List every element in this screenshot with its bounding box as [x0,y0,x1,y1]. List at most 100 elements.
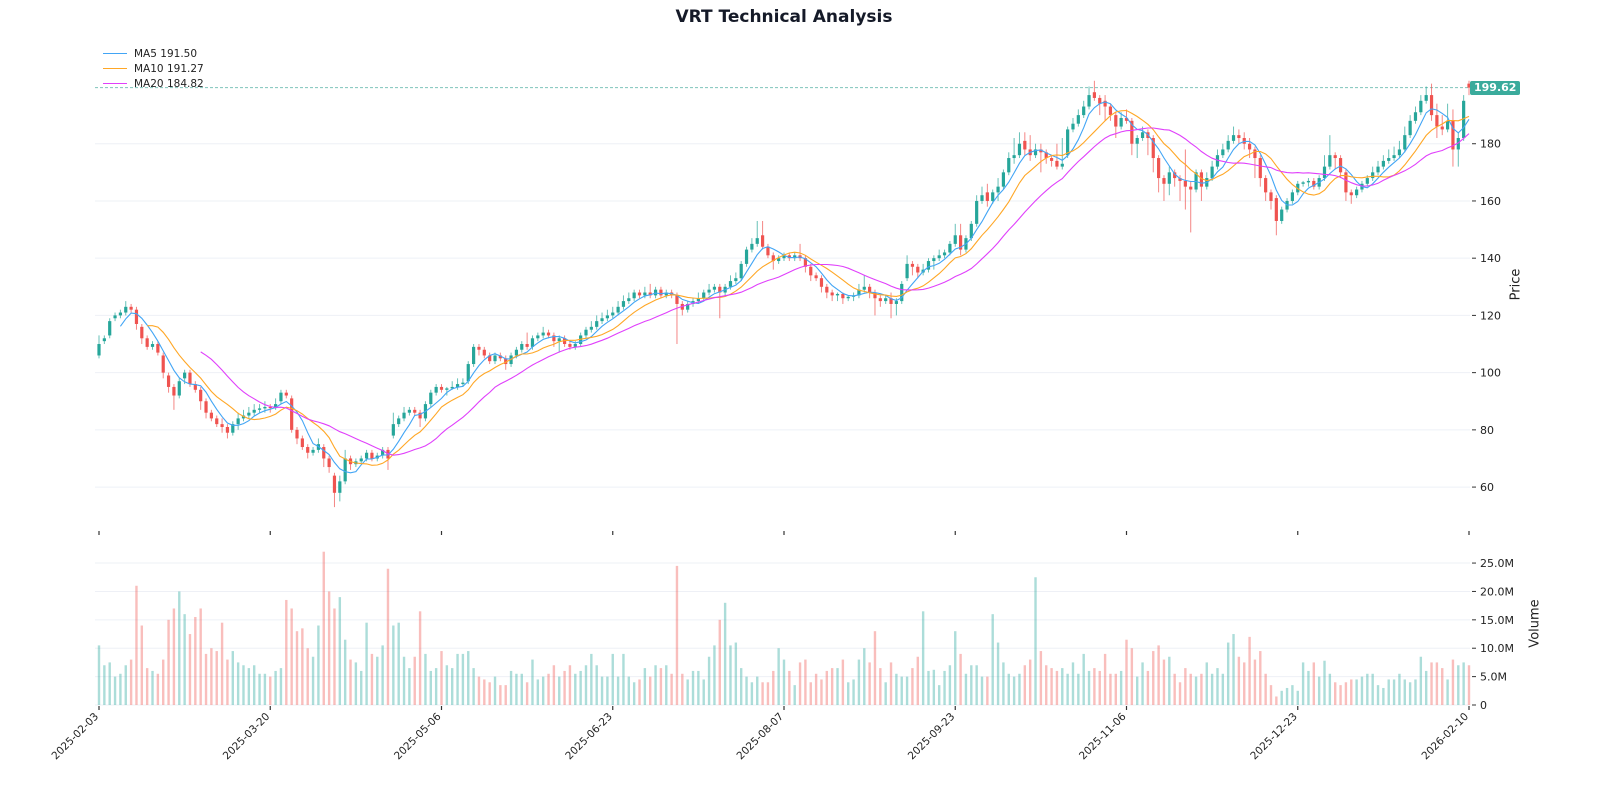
candle-body [755,238,759,244]
candle-body [300,438,304,448]
candle-body [247,412,251,416]
candle-body [1467,83,1471,88]
volume-bar [1301,662,1305,705]
candle-body [1403,135,1407,150]
candle-body [969,223,973,239]
candle-body [445,388,449,390]
candle-body [536,335,540,339]
legend-value-ma20: 184.82 [166,77,204,90]
volume-bar [729,645,732,705]
candle-body [1049,158,1054,161]
volume-bar [1114,673,1117,705]
candle-body [1392,155,1396,159]
volume-bar [162,659,165,705]
volume-bar [1264,673,1267,705]
candle-body [1371,172,1375,179]
x-tick-label: 2025-02-03 [49,711,101,763]
candle-body [1173,172,1177,179]
candle-body [1333,155,1337,159]
volume-bar [429,670,432,705]
candle-body [878,298,882,302]
candle-body [370,452,374,459]
volume-bar [1200,673,1203,705]
volume-bar [536,679,540,705]
volume-bar [1157,645,1160,705]
volume-bar [317,625,320,705]
candle-body [1119,117,1123,127]
candle-body [937,255,941,259]
candle-body [889,298,893,304]
candle-body [1103,100,1107,107]
volume-bar [1103,653,1107,705]
volume-bar [210,648,213,705]
volume-bar [563,670,566,705]
volume-bar [349,659,352,705]
candle-body [1247,143,1252,150]
candle-body [263,406,267,409]
volume-bar [1419,656,1423,705]
candle-body [397,418,401,425]
volume-bar [1168,656,1171,705]
candle-body [145,338,149,347]
candle-body [1258,158,1262,179]
volume-bar [1023,665,1027,705]
volume-bar [857,659,861,705]
volume-bar [964,673,968,705]
volume-bar [777,648,780,705]
candle-body [429,392,433,405]
candle-body [1365,178,1369,184]
candle-body [482,349,486,356]
volume-bar [1232,634,1235,705]
candle-body [102,338,106,342]
candle-body [1221,149,1225,156]
candle-body [1066,129,1070,156]
candle-body [1419,100,1423,113]
volume-bar [167,619,170,705]
volume-bar [1414,679,1417,705]
volume-bar [354,662,358,705]
volume-bar [611,653,614,705]
volume-tick-label: 20.0M [1480,585,1514,598]
volume-bar [1152,651,1155,705]
volume-bar [1050,668,1053,705]
candle-body [359,458,363,462]
candle-body [611,312,615,316]
legend-value-ma5: 191.50 [160,47,198,60]
volume-bar [1355,679,1358,705]
candle-body [734,278,738,282]
candle-body [862,286,866,290]
x-tick-label: 2025-12-23 [1248,711,1300,763]
candle-body [793,255,797,259]
candle-body [953,235,957,244]
candle-body [1338,158,1343,173]
legend-item-ma5: MA5 191.50 [103,46,204,61]
candle-body [338,481,342,493]
candle-body [932,258,936,262]
volume-bar [954,631,957,705]
candle-body [841,293,845,299]
volume-bar [1467,665,1471,705]
candle-body [809,266,813,276]
candle-body [1087,95,1091,107]
volume-bar [440,651,443,705]
volume-bar [311,656,315,705]
volume-bar [1012,676,1016,705]
volume-bar [798,662,802,705]
x-tick-label: 2025-03-20 [221,711,273,763]
candle-body [1376,166,1380,173]
volume-bar [772,670,775,705]
volume-bar [1462,662,1465,705]
candle-body [381,449,385,456]
candle-body [134,309,139,324]
volume-bar [1360,676,1364,705]
volume-bar [568,665,572,705]
volume-bar [734,642,738,705]
legend-label-ma10: MA10 [134,62,164,75]
candle-body [1135,138,1139,144]
candle-body [434,386,438,393]
volume-bar [456,653,459,705]
x-tick-label: 2026-02-10 [1419,711,1471,763]
candle-body [1162,178,1166,184]
volume-bar [531,659,534,705]
